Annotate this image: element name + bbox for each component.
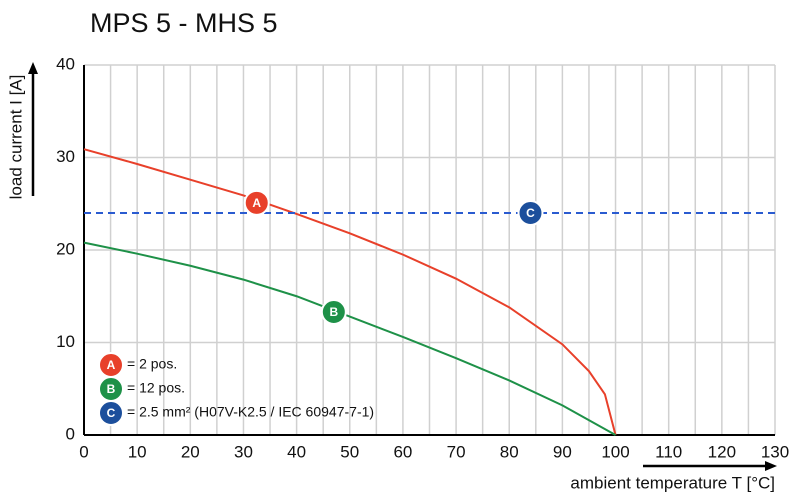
legend-label: = 2 pos. <box>127 356 177 372</box>
x-tick-label: 0 <box>79 442 88 461</box>
x-tick-label: 90 <box>553 442 572 461</box>
x-arrow-head <box>765 461 777 471</box>
badge-circle <box>517 200 544 226</box>
chart-title: MPS 5 - MHS 5 <box>90 8 278 38</box>
badge-letter: C <box>107 406 116 420</box>
x-axis-label: ambient temperature T [°C] <box>570 473 775 492</box>
badge-circle <box>98 400 124 426</box>
badge-circle <box>243 189 270 216</box>
x-tick-label: 40 <box>287 442 306 461</box>
x-tick-label: 70 <box>447 442 466 461</box>
y-tick-label: 30 <box>56 147 75 166</box>
badge-circle <box>320 298 347 325</box>
curve-marker: C <box>517 200 544 226</box>
badge-letter: A <box>107 358 116 372</box>
x-tick-label: 100 <box>601 442 629 461</box>
legend-marker: A <box>98 352 124 378</box>
legend-label: = 12 pos. <box>127 380 185 396</box>
badge-letter: B <box>107 382 116 396</box>
series-line <box>83 241 617 436</box>
x-tick-label: 10 <box>128 442 147 461</box>
curve-marker: A <box>243 189 270 216</box>
x-tick-label: 130 <box>761 442 789 461</box>
series-line <box>83 148 617 436</box>
x-tick-label: 50 <box>340 442 359 461</box>
x-tick-label: 30 <box>234 442 253 461</box>
legend-marker: B <box>98 376 124 402</box>
y-tick-label: 10 <box>56 332 75 351</box>
x-tick-label: 110 <box>655 442 682 461</box>
y-arrow-head <box>28 62 38 74</box>
y-tick-label: 0 <box>66 424 75 443</box>
x-tick-label: 80 <box>500 442 519 461</box>
badge-letter: B <box>329 305 338 319</box>
grid <box>83 64 776 436</box>
legend-label: = 2.5 mm² (H07V-K2.5 / IEC 60947-7-1) <box>127 404 374 420</box>
x-tick-label: 120 <box>708 442 736 461</box>
badge-letter: A <box>252 196 261 210</box>
badge-letter: C <box>526 206 535 220</box>
y-axis-label: load current I [A] <box>6 75 25 200</box>
legend-marker: C <box>98 400 124 426</box>
curve-marker: B <box>320 298 347 325</box>
y-tick-label: 20 <box>56 239 75 258</box>
x-tick-label: 20 <box>181 442 200 461</box>
y-tick-label: 40 <box>56 54 75 73</box>
x-tick-label: 60 <box>393 442 412 461</box>
